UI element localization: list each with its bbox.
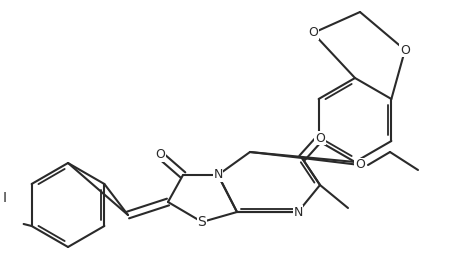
Text: N: N	[213, 169, 222, 181]
Text: I: I	[3, 191, 7, 205]
Text: O: O	[155, 149, 165, 161]
Text: S: S	[197, 215, 206, 229]
Text: O: O	[308, 27, 317, 39]
Text: O: O	[314, 132, 324, 144]
Text: O: O	[399, 44, 409, 56]
Text: N: N	[293, 206, 302, 218]
Text: O: O	[354, 158, 364, 172]
